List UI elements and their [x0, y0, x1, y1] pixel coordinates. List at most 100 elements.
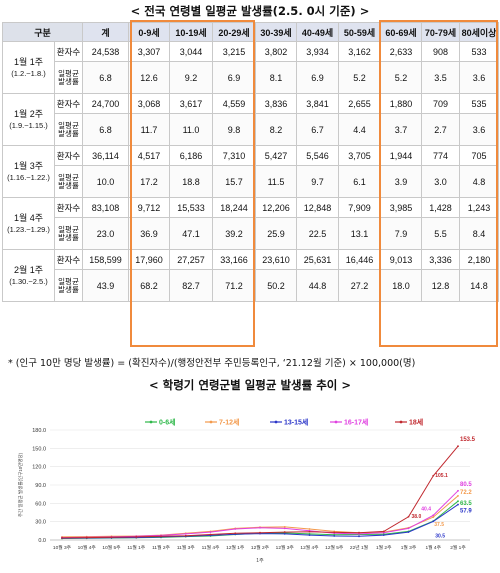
- rate-cell: 17.2: [128, 165, 170, 198]
- row-label-count: 환자수: [54, 197, 83, 218]
- count-cell: 5,427: [255, 145, 297, 166]
- row-label-rate: 일평균 발생률: [54, 217, 83, 250]
- x-tick-label: 11월 2주: [152, 544, 170, 551]
- y-tick-label: 30.0: [35, 520, 46, 526]
- rate-cell: 3.6: [459, 113, 499, 146]
- count-cell: 3,985: [380, 197, 422, 218]
- header-age: 30-39세: [255, 22, 297, 42]
- count-cell: 3,705: [338, 145, 381, 166]
- data-point: [283, 525, 286, 528]
- header-category: 구분: [2, 22, 83, 42]
- legend-label: 7-12세: [219, 418, 239, 427]
- count-cell: 705: [459, 145, 499, 166]
- data-point: [432, 520, 435, 523]
- week-range: (1.23.~1.29.): [7, 224, 50, 234]
- rate-cell: 27.2: [338, 269, 381, 302]
- data-point: [457, 503, 459, 506]
- rate-cell: 13.1: [338, 217, 381, 250]
- header-age: 50-59세: [338, 22, 381, 42]
- data-point: [358, 531, 360, 534]
- header-age: 70-79세: [421, 22, 460, 42]
- data-point: [184, 532, 187, 535]
- rate-cell: 11.0: [169, 113, 213, 146]
- rate-cell: 36.9: [128, 217, 170, 250]
- count-cell: 3,934: [296, 41, 339, 62]
- data-point: [234, 528, 237, 530]
- y-tick-label: 180.0: [32, 428, 46, 434]
- x-tick-label: 10월 5주: [102, 544, 121, 551]
- count-cell: 3,162: [338, 41, 381, 62]
- x-tick-label: 12월 5주: [325, 544, 344, 551]
- row-label-rate: 일평균 발생률: [54, 61, 83, 94]
- y-axis-label: 주간 일평균 발생률(인구10만명당): [17, 452, 24, 517]
- week-label: 1월 3주 (1.16.~1.22.): [2, 145, 55, 198]
- rate-cell: 5.5: [421, 217, 460, 250]
- count-cell: 7,310: [212, 145, 256, 166]
- count-cell: 3,802: [255, 41, 297, 62]
- data-point: [308, 530, 311, 533]
- legend-label: 13-15세: [284, 418, 308, 427]
- data-point: [333, 531, 336, 534]
- x-tick-label: 12월 3주: [276, 544, 295, 551]
- data-point: [234, 532, 237, 535]
- rate-cell: 6.7: [296, 113, 339, 146]
- x-tick-label: 12월 4주: [300, 544, 319, 551]
- series-line: [61, 495, 459, 538]
- count-cell: 1,944: [380, 145, 422, 166]
- rate-cell: 18.8: [169, 165, 213, 198]
- rate-cell: 12.8: [421, 269, 460, 302]
- count-cell: 3,336: [421, 249, 460, 270]
- legend-marker: [274, 420, 278, 424]
- rate-cell: 25.9: [255, 217, 297, 250]
- total-rate-cell: 43.9: [82, 269, 129, 302]
- header-age: 0-9세: [128, 22, 170, 42]
- y-tick-label: 120.0: [32, 465, 46, 471]
- x-tick-label: 10월 3주: [53, 544, 72, 551]
- chart-container: 0.0 30.0 60.0 90.0 120.0 150.0 180.0 주간 일평균 발생률…: [0, 400, 500, 573]
- count-cell: 9,712: [128, 197, 170, 218]
- y-tick-label: 150.0: [32, 446, 46, 452]
- total-count-cell: 24,538: [82, 41, 129, 62]
- count-cell: 535: [459, 93, 499, 114]
- total-rate-cell: 6.8: [82, 113, 129, 146]
- week-label: 1월 2주 (1.9.~1.15.): [2, 93, 55, 146]
- data-point: [283, 532, 286, 535]
- data-label: 105.1: [435, 473, 448, 479]
- count-cell: 27,257: [169, 249, 213, 270]
- data-label: 80.5: [460, 482, 472, 488]
- week-range: (1.30.~2.5.): [9, 276, 48, 286]
- count-cell: 2,655: [338, 93, 381, 114]
- rate-cell: 11.7: [128, 113, 170, 146]
- rate-cell: 14.8: [459, 269, 499, 302]
- total-rate-cell: 10.0: [82, 165, 129, 198]
- row-label-count: 환자수: [54, 41, 83, 62]
- rate-cell: 3.5: [421, 61, 460, 94]
- rate-cell: 6.9: [212, 61, 256, 94]
- week-name: 1월 4주: [13, 212, 44, 223]
- rate-cell: 8.2: [255, 113, 297, 146]
- series-line: [61, 490, 459, 539]
- count-cell: 9,013: [380, 249, 422, 270]
- rate-cell: 22.5: [296, 217, 339, 250]
- table-row: 1월 4주 (1.23.~1.29.) 환자수 83,108 9,712 15,533 18…: [2, 197, 499, 250]
- count-cell: 533: [459, 41, 499, 62]
- rate-cell: 5.2: [380, 61, 422, 94]
- legend-label: 0-6세: [159, 418, 176, 427]
- count-cell: 15,533: [169, 197, 213, 218]
- data-point: [457, 489, 459, 492]
- x-tick-label: 12월 1주: [226, 544, 245, 551]
- count-cell: 774: [421, 145, 460, 166]
- data-point: [457, 445, 459, 448]
- total-rate-cell: 6.8: [82, 61, 129, 94]
- rate-cell: 9.2: [169, 61, 213, 94]
- week-label: 1월 4주 (1.23.~1.29.): [2, 197, 55, 250]
- header-total: 계: [82, 22, 129, 42]
- data-point: [135, 536, 138, 538]
- week-label: 2월 1주 (1.30.~2.5.): [2, 249, 55, 302]
- table-row: 일평균 발생률 6.8 11.7 11.0 9.8 8.2 6.7 4.4 3.7 2.7 3.6: [3, 113, 499, 146]
- x-tick-label: 12월 2주: [251, 544, 270, 551]
- count-cell: 709: [421, 93, 460, 114]
- rate-cell: 9.7: [296, 165, 339, 198]
- legend-marker: [149, 420, 153, 424]
- rate-cell: 12.6: [128, 61, 170, 94]
